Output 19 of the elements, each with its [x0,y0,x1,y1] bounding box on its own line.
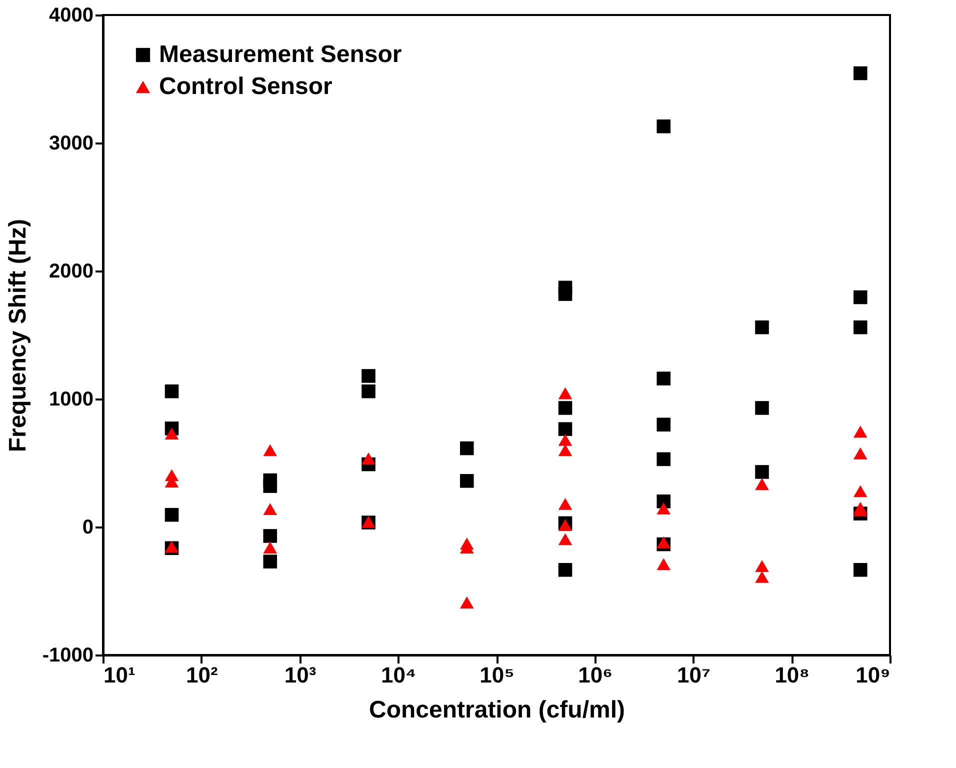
x-tick-label: 10⁴ [380,662,416,688]
y-tick-label: 2000 [49,260,94,282]
x-tick-label: 10³ [284,662,316,688]
x-tick-label: 10⁸ [774,662,810,688]
legend-label: Control Sensor [159,73,332,100]
x-tick-label: 10⁹ [856,662,890,688]
y-tick-label: 0 [82,516,94,538]
y-tick-label: 4000 [49,4,94,26]
x-tick-label: 10² [186,662,218,688]
y-tick-label: -1000 [42,644,94,666]
y-tick-label: 1000 [49,388,94,410]
y-axis-title: Frequency Shift (Hz) [4,218,32,452]
x-tick-label: 10⁵ [480,662,514,688]
x-tick-label: 10⁷ [676,662,711,688]
y-tick-label: 3000 [49,132,94,154]
x-tick-label: 10¹ [104,662,136,688]
x-tick-label: 10⁶ [578,662,613,688]
x-axis-title: Concentration (cfu/ml) [369,696,625,724]
legend-label: Measurement Sensor [159,41,402,68]
